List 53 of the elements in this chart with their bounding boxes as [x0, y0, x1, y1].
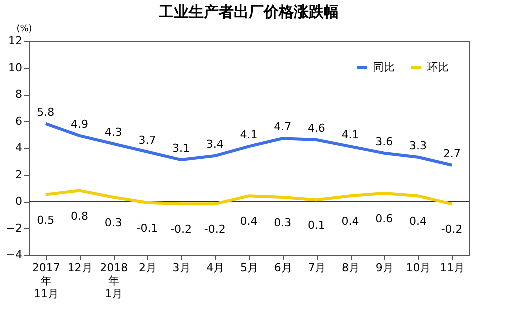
x-tick-label: 10月 [406, 262, 432, 274]
data-label: 0.8 [71, 210, 89, 223]
data-label: 2.7 [443, 147, 461, 160]
data-label: -0.2 [170, 223, 192, 236]
y-tick-label: 10 [8, 61, 22, 74]
x-tick-label: 2月 [138, 262, 157, 274]
x-tick-label: 9月 [376, 262, 394, 274]
data-label: 4.7 [274, 120, 292, 134]
x-tick-label: 2018 年 1月 [100, 262, 128, 300]
data-label: 4.1 [342, 128, 360, 142]
legend-label: 同比 [373, 60, 395, 74]
y-tick-label: 12 [8, 34, 22, 48]
data-label: 3.1 [172, 142, 190, 156]
data-label: -0.2 [441, 223, 463, 236]
data-label: 0.3 [274, 216, 292, 230]
data-label: 4.3 [104, 126, 122, 139]
data-label: -0.1 [136, 222, 158, 235]
y-axis-title: (%) [16, 24, 32, 34]
y-tick-label: −4 [6, 248, 22, 262]
data-label: 0.3 [104, 216, 122, 230]
y-tick-label: 6 [16, 114, 22, 128]
data-label: 0.6 [376, 212, 394, 226]
data-label: 3.6 [376, 135, 394, 148]
chart-title: 工业生产者出厂价格涨跌幅 [158, 3, 339, 21]
data-label: 0.4 [342, 215, 360, 228]
data-label: 3.4 [206, 138, 224, 152]
x-tick-label: 12月 [68, 262, 93, 274]
x-tick-label: 7月 [308, 262, 326, 274]
x-tick-label: 3月 [172, 262, 191, 274]
data-label: -0.2 [204, 223, 226, 236]
x-tick-label: 4月 [206, 262, 225, 274]
data-label: 4.6 [308, 122, 326, 135]
x-tick-label: 8月 [342, 262, 360, 274]
x-tick-label: 5月 [240, 262, 258, 274]
data-label: 3.3 [409, 139, 427, 152]
y-tick-label: 4 [16, 142, 22, 154]
data-label: 0.4 [409, 215, 427, 228]
data-label: 3.7 [138, 134, 156, 148]
y-tick-label: 0 [16, 195, 22, 208]
y-tick-label: 8 [16, 88, 22, 101]
y-tick-label: 2 [16, 168, 22, 182]
data-label: 4.9 [71, 118, 89, 131]
y-tick-label: −2 [6, 222, 22, 235]
data-label: 4.1 [240, 128, 258, 142]
data-label: 5.8 [37, 106, 55, 119]
legend-label: 环比 [427, 60, 449, 74]
x-tick-label: 11月 [440, 262, 466, 274]
line-series [44, 189, 454, 206]
x-tick-label: 6月 [274, 262, 292, 274]
data-label: 0.5 [37, 214, 55, 227]
data-label: 0.4 [240, 215, 258, 228]
data-label: 0.1 [308, 219, 326, 232]
x-tick-label: 2017 年 11月 [32, 262, 60, 300]
